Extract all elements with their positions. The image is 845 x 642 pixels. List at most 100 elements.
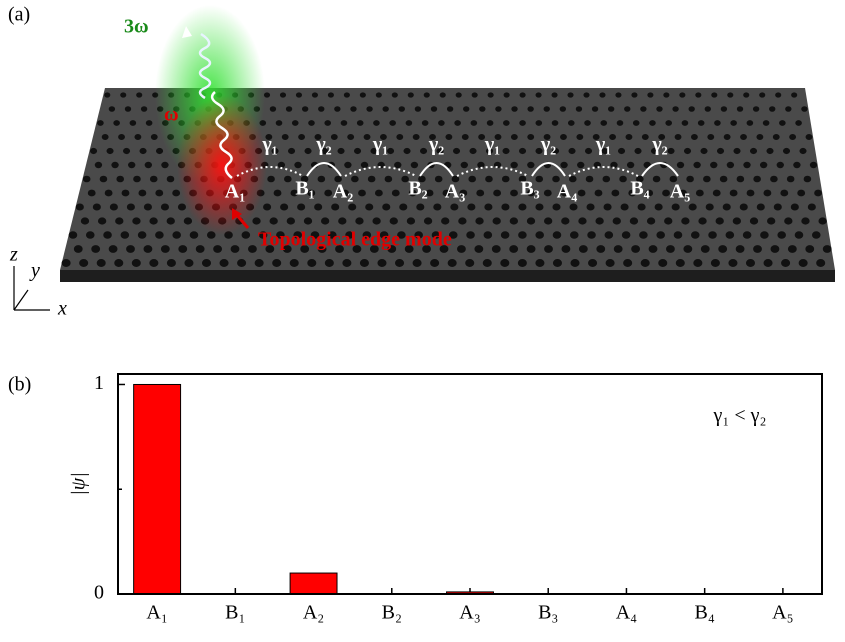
coord-axes <box>13 266 50 311</box>
hole <box>477 161 485 169</box>
hole <box>695 92 702 98</box>
hole <box>567 92 574 98</box>
hole <box>647 92 654 98</box>
hole <box>688 203 697 211</box>
x-tick-label: A₂ <box>303 602 324 624</box>
hole <box>526 245 536 253</box>
hole <box>425 189 434 197</box>
hole <box>344 161 352 169</box>
hole <box>363 134 371 140</box>
hole <box>535 147 543 155</box>
fundamental-wave <box>210 91 233 179</box>
hole <box>626 161 635 169</box>
hole <box>418 175 426 183</box>
hole <box>97 217 107 225</box>
hole <box>80 217 90 225</box>
hole <box>619 175 627 183</box>
hole <box>769 106 776 112</box>
site-label: B₂ <box>408 178 427 200</box>
hole <box>634 147 642 155</box>
site-label: A₃ <box>445 181 465 203</box>
hole <box>736 106 744 112</box>
hole <box>654 203 663 211</box>
hole <box>527 106 534 112</box>
x-tick-label: B₁ <box>225 602 245 624</box>
hole <box>360 161 369 169</box>
x-tick-label: A₄ <box>616 602 637 624</box>
hole <box>669 175 678 183</box>
hole <box>535 231 544 239</box>
hole <box>742 231 752 239</box>
hole <box>658 134 666 140</box>
hole <box>585 175 594 183</box>
hole <box>114 259 124 267</box>
hole <box>403 147 411 155</box>
hole <box>746 120 754 126</box>
hole <box>621 231 631 239</box>
hole <box>434 175 443 183</box>
hole <box>632 120 640 126</box>
hole <box>320 147 329 155</box>
hole <box>816 259 826 267</box>
hole <box>382 106 389 112</box>
hole <box>300 245 310 253</box>
hole <box>518 147 527 155</box>
hole <box>295 92 303 98</box>
hole <box>681 120 689 126</box>
hole <box>465 259 475 267</box>
hole <box>111 161 119 169</box>
x-tick-label: B₃ <box>538 602 558 624</box>
hole <box>517 259 527 267</box>
hole <box>584 147 593 155</box>
hole <box>803 175 812 183</box>
hole <box>664 217 673 225</box>
hole <box>588 259 598 267</box>
hole <box>725 231 735 239</box>
x-tick-label: A₃ <box>459 602 480 624</box>
hole <box>337 147 345 155</box>
hole <box>281 134 289 140</box>
hole <box>412 134 420 140</box>
hole <box>667 147 675 155</box>
hole <box>445 134 453 140</box>
hole <box>241 231 251 239</box>
hole <box>430 259 440 267</box>
hole <box>679 92 686 98</box>
hole <box>718 245 728 253</box>
hole <box>369 245 379 253</box>
hole <box>177 203 187 211</box>
hole <box>543 134 551 140</box>
hole <box>492 217 501 225</box>
hole <box>726 161 735 169</box>
hole <box>799 147 807 155</box>
hole <box>631 92 638 98</box>
hole <box>763 189 772 197</box>
hole <box>707 134 715 140</box>
hole <box>258 231 268 239</box>
hole <box>784 217 793 225</box>
hole <box>356 120 364 126</box>
hole <box>331 203 340 211</box>
hole <box>607 106 615 112</box>
hole <box>359 92 366 98</box>
hole <box>483 231 493 239</box>
hole <box>785 106 792 112</box>
hole <box>384 175 393 183</box>
arrow-head <box>182 26 192 38</box>
hole <box>766 147 774 155</box>
hole <box>133 175 141 183</box>
hole <box>509 217 519 225</box>
hole <box>138 189 147 197</box>
edge-arrow-head <box>232 208 242 220</box>
hole <box>293 231 302 239</box>
coupling-label: γ₁ <box>595 134 611 156</box>
hole <box>284 175 292 183</box>
hole <box>307 259 317 267</box>
hole <box>429 134 436 140</box>
hole <box>372 217 381 225</box>
hole <box>801 106 808 112</box>
hole <box>535 203 544 211</box>
hole <box>439 245 449 253</box>
hole <box>87 189 96 197</box>
hole <box>686 175 694 183</box>
